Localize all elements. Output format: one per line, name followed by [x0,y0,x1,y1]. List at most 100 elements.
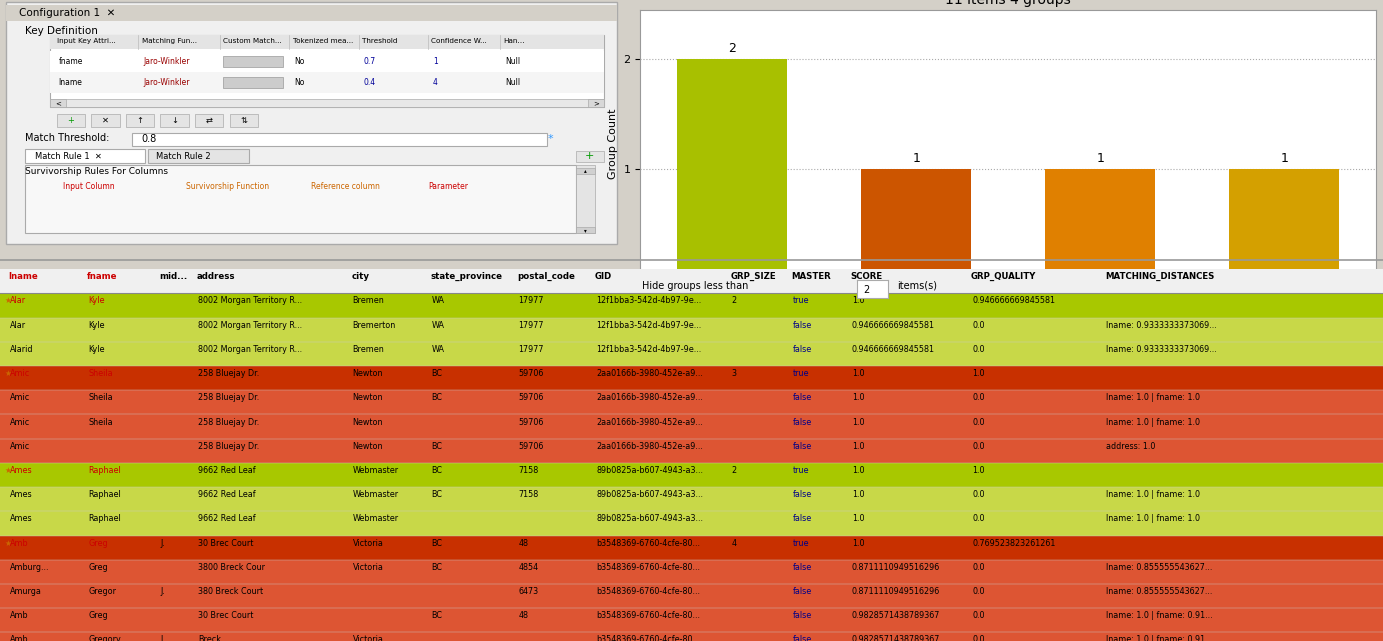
Text: Matching Fun...: Matching Fun... [141,38,196,44]
Text: 12f1bba3-542d-4b97-9e...: 12f1bba3-542d-4b97-9e... [596,320,701,329]
Text: Webmaster: Webmaster [353,466,398,475]
Text: 0.0: 0.0 [972,417,985,426]
Text: 0.946666669845581: 0.946666669845581 [852,320,935,329]
Text: b3548369-6760-4cfe-80...: b3548369-6760-4cfe-80... [596,612,700,620]
Bar [91,114,119,127]
Text: true: true [792,466,809,475]
Text: 59706: 59706 [519,394,544,403]
Text: 258 Bluejay Dr.: 258 Bluejay Dr. [198,369,259,378]
Text: 2: 2 [729,42,736,54]
Bar [0,584,1383,608]
Text: address: 1.0: address: 1.0 [1106,442,1156,451]
Text: Kyle: Kyle [89,320,105,329]
Text: Victoria: Victoria [353,563,383,572]
Text: fname: fname [87,272,118,281]
Bar [0,390,1383,415]
Text: Parameter: Parameter [427,182,467,191]
Text: ★: ★ [4,466,11,475]
Text: +: + [68,116,75,125]
Text: Jaro-Winkler: Jaro-Winkler [144,78,189,87]
Text: postal_code: postal_code [517,272,575,281]
Text: 59706: 59706 [519,369,544,378]
Text: 2aa0166b-3980-452e-a9...: 2aa0166b-3980-452e-a9... [596,369,703,378]
Bar [50,35,604,107]
Bar [588,99,604,107]
Text: Greg: Greg [89,612,108,620]
Bar [50,99,604,107]
Text: 1.0: 1.0 [852,296,864,305]
Text: Gregor: Gregor [89,587,116,596]
Text: lname: 0.855555543627...: lname: 0.855555543627... [1106,563,1213,572]
Text: J.: J. [160,587,165,596]
Text: 0.8711110949516296: 0.8711110949516296 [852,563,940,572]
Text: mid...: mid... [159,272,187,281]
Bar [575,165,595,233]
Text: Ames: Ames [10,514,32,524]
Text: 1.0: 1.0 [852,442,864,451]
Text: 59706: 59706 [519,417,544,426]
Bar [133,133,548,146]
Text: GRP_SIZE: GRP_SIZE [730,272,776,281]
Text: Raphael: Raphael [89,466,122,475]
Text: 89b0825a-b607-4943-a3...: 89b0825a-b607-4943-a3... [596,490,703,499]
Text: 0.4: 0.4 [364,78,376,87]
Text: GRP_QUALITY: GRP_QUALITY [971,272,1036,281]
Text: BC: BC [431,394,443,403]
Text: Input Column: Input Column [64,182,115,191]
Bar [0,608,1383,633]
Text: Raphael: Raphael [89,514,122,524]
Text: lname: 1.0 | fname: 1.0: lname: 1.0 | fname: 1.0 [1106,394,1200,403]
Bar [0,438,1383,463]
Bar [575,168,595,174]
Text: Victoria: Victoria [353,538,383,547]
Text: BC: BC [431,538,443,547]
Text: 0.769523823261261: 0.769523823261261 [972,538,1055,547]
Text: 6473: 6473 [519,587,539,596]
Text: 8002 Morgan Territory R...: 8002 Morgan Territory R... [198,320,301,329]
Text: Breck: Breck [198,635,221,641]
Text: 0.0: 0.0 [972,563,985,572]
Text: Webmaster: Webmaster [353,490,398,499]
Text: ↓: ↓ [171,116,178,125]
Text: lname: 1.0 | fname: 1.0: lname: 1.0 | fname: 1.0 [1106,490,1200,499]
Text: ★: ★ [4,296,11,305]
Bar [0,560,1383,584]
Text: WA: WA [431,345,444,354]
Text: Sheila: Sheila [89,369,113,378]
Text: false: false [792,563,812,572]
Text: 9662 Red Leaf: 9662 Red Leaf [198,514,256,524]
Text: true: true [792,369,809,378]
Text: 0.0: 0.0 [972,320,985,329]
Text: 48: 48 [519,612,528,620]
Text: 48: 48 [519,538,528,547]
Bar [50,51,604,72]
Text: Alarid: Alarid [10,345,33,354]
Text: 9662 Red Leaf: 9662 Red Leaf [198,466,256,475]
Text: false: false [792,490,812,499]
Text: Amburg...: Amburg... [10,563,50,572]
Text: 17977: 17977 [519,320,544,329]
Text: items(s): items(s) [898,281,938,291]
Text: 258 Bluejay Dr.: 258 Bluejay Dr. [198,442,259,451]
Bar [0,633,1383,641]
Text: 2: 2 [732,296,737,305]
Text: GID: GID [595,272,611,281]
Bar [230,114,259,127]
Bar [224,77,284,88]
Text: J.: J. [160,635,165,641]
Text: Null: Null [505,78,520,87]
Text: Kyle: Kyle [89,296,105,305]
Text: 2aa0166b-3980-452e-a9...: 2aa0166b-3980-452e-a9... [596,394,703,403]
Text: Han…: Han… [503,38,526,44]
Text: 4854: 4854 [519,563,539,572]
Text: 1.0: 1.0 [852,538,864,547]
Text: 1.0: 1.0 [972,369,985,378]
Text: ⇄: ⇄ [206,116,213,125]
Text: 0.0: 0.0 [972,635,985,641]
Bar [0,463,1383,487]
Text: Hide groups less than: Hide groups less than [642,281,748,291]
Text: ▾: ▾ [584,228,586,233]
Text: 1.0: 1.0 [972,466,985,475]
Text: Alar: Alar [10,296,26,305]
Text: 1.0: 1.0 [852,394,864,403]
